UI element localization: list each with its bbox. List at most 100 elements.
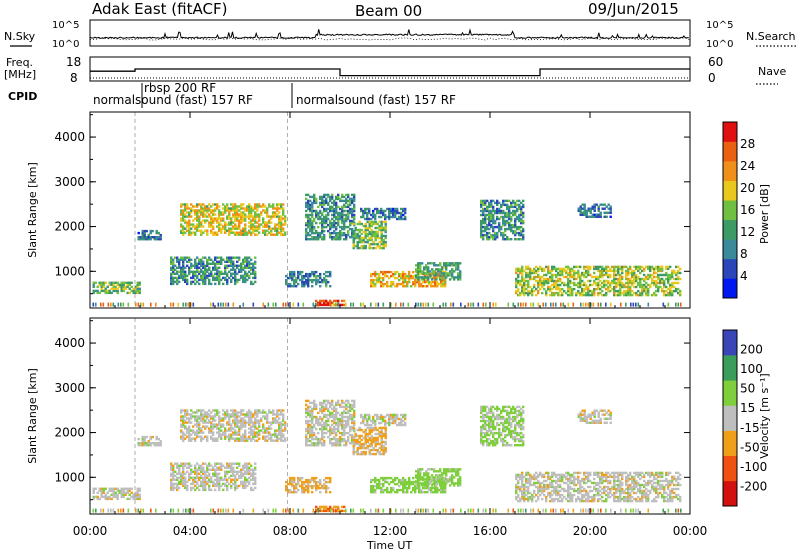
- power-cell: [218, 275, 220, 277]
- power-cell: [254, 261, 256, 263]
- colorbar-swatch: [723, 259, 737, 279]
- velocity-cell: [329, 477, 331, 479]
- velocity-cell: [323, 436, 325, 438]
- power-cell: [598, 303, 600, 307]
- velocity-cell: [282, 413, 284, 415]
- velocity-cell: [335, 414, 337, 416]
- power-cell: [482, 236, 484, 238]
- power-cell: [160, 236, 162, 238]
- velocity-cell: [210, 489, 212, 491]
- power-cell: [529, 286, 531, 288]
- power-cell: [661, 266, 663, 268]
- velocity-cell: [293, 477, 295, 479]
- power-cell: [517, 288, 519, 290]
- velocity-cell: [325, 491, 327, 493]
- power-cell: [530, 303, 532, 307]
- power-cell: [186, 279, 188, 281]
- nsky-trace: [90, 29, 690, 40]
- velocity-cell: [190, 434, 192, 436]
- power-cell: [258, 228, 260, 230]
- power-cell: [450, 303, 452, 307]
- power-ylabel: Slant Range [km]: [26, 162, 39, 258]
- velocity-cell: [208, 485, 210, 487]
- velocity-cell: [214, 419, 216, 421]
- power-cell: [260, 213, 262, 215]
- power-cell: [178, 303, 180, 307]
- velocity-cell: [250, 465, 252, 467]
- power-cell: [193, 303, 195, 307]
- power-cell: [445, 266, 447, 268]
- power-cell: [188, 257, 190, 259]
- power-cell: [360, 303, 362, 307]
- power-cell: [329, 285, 331, 287]
- velocity-cell: [198, 489, 200, 491]
- velocity-cell: [228, 419, 230, 421]
- power-cell: [523, 303, 525, 307]
- power-cell: [319, 273, 321, 275]
- power-cell: [196, 275, 198, 277]
- power-cell: [680, 303, 682, 307]
- power-cell: [93, 303, 95, 307]
- power-cell: [538, 303, 540, 307]
- power-cell: [419, 266, 421, 268]
- power-cell: [178, 281, 180, 283]
- nsky-right-tick-top: 10^5: [706, 20, 733, 31]
- power-cell: [343, 300, 345, 302]
- power-cell: [520, 208, 522, 210]
- power-cell: [243, 303, 245, 307]
- velocity-cell: [139, 488, 141, 490]
- power-cell: [459, 262, 461, 264]
- power-cell: [510, 238, 512, 240]
- velocity-cell: [176, 463, 178, 465]
- cpid-entry-2: rbsp 200 RF: [144, 81, 216, 95]
- power-cell: [139, 282, 141, 284]
- power-cell: [353, 221, 355, 223]
- power-cell: [345, 236, 347, 238]
- nsearch-line: [90, 38, 690, 40]
- power-cell: [254, 257, 256, 259]
- power-cell: [284, 232, 286, 234]
- velocity-cell: [234, 481, 236, 483]
- velocity-cell: [311, 491, 313, 493]
- power-cell: [337, 300, 339, 302]
- velocity-cell: [220, 463, 222, 465]
- power-cell: [444, 285, 446, 287]
- power-cell: [610, 210, 612, 212]
- power-cell: [443, 303, 445, 307]
- power-cell: [297, 283, 299, 285]
- power-cell: [547, 266, 549, 268]
- power-cell: [117, 290, 119, 292]
- velocity-cell: [343, 428, 345, 430]
- nave-right-tick-top: 60: [708, 55, 723, 69]
- power-cell: [273, 303, 275, 307]
- power-cell: [551, 288, 553, 290]
- power-cell: [678, 303, 680, 307]
- power-cell: [335, 208, 337, 210]
- power-cell: [313, 226, 315, 228]
- power-cell: [283, 303, 285, 307]
- power-cell: [553, 303, 555, 307]
- power-cell: [353, 214, 355, 216]
- power-cell: [579, 266, 581, 268]
- power-cell: [343, 222, 345, 224]
- velocity-cell: [365, 451, 367, 453]
- velocity-cell: [190, 465, 192, 467]
- power-cell: [128, 303, 130, 307]
- velocity-cell: [202, 467, 204, 469]
- power-cell: [365, 223, 367, 225]
- nsky-left-tick-top: 10^5: [52, 20, 79, 31]
- velocity-cell: [311, 428, 313, 430]
- power-cell: [188, 303, 190, 307]
- power-cell: [601, 290, 603, 292]
- y-tick-label: 4000: [54, 130, 85, 144]
- power-cell: [185, 303, 187, 307]
- power-cell: [223, 303, 225, 307]
- power-cell: [588, 303, 590, 307]
- power-cell: [522, 200, 524, 202]
- power-cell: [210, 283, 212, 285]
- velocity-cell: [323, 440, 325, 442]
- power-cell: [521, 266, 523, 268]
- velocity-cell: [284, 438, 286, 440]
- power-cell: [457, 266, 459, 268]
- freq-left-tick-top: 18: [66, 55, 81, 69]
